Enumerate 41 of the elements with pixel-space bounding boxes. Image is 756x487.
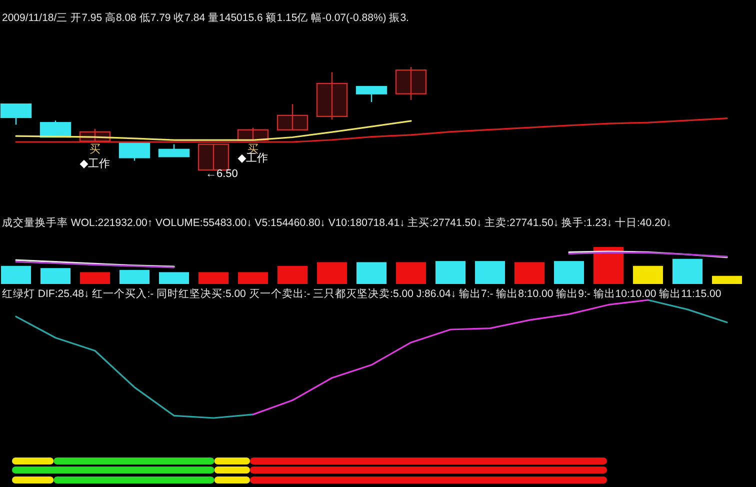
chart-title: 2009/11/18/三 开7.95 高8.08 低7.79 收7.84 量145015.6 额1.15亿 幅-0.07(-0.88%) 振3. [2, 11, 409, 24]
bar [198, 272, 228, 284]
chart-title: 红绿灯 DIF:25.48↓ 红一个买入:- 同时红坚决买:5.00 灭一个卖出:- 三只都灭坚决卖:5.00 J:86.04↓ 输出7:- 输出8:10.00 输出9:- 输出10:10.00 输出11:15.00 [2, 287, 722, 300]
bar [214, 476, 250, 484]
annotation: 买 [90, 143, 100, 156]
bar [12, 476, 54, 484]
annotation: ←6.50 [206, 168, 238, 180]
annotation: 买 [248, 143, 258, 156]
bar [214, 458, 250, 464]
bar [54, 458, 214, 464]
bar [80, 272, 110, 284]
candlestick [316, 72, 348, 120]
annotation: ◆工作 [80, 158, 110, 170]
bar [633, 266, 663, 284]
bar [436, 261, 466, 284]
bar [475, 261, 505, 284]
candlestick [276, 103, 308, 130]
bar [238, 272, 268, 284]
bar [159, 272, 189, 284]
bar [317, 262, 347, 284]
bar [672, 258, 702, 284]
bar [514, 262, 544, 284]
candlestick [395, 66, 427, 101]
bar [54, 476, 214, 484]
chart-title: 成交量换手率 WOL:221932.00↑ VOLUME:55483.00↓ V5:154460.80↓ V10:180718.41↓ 主买:27741.50↓ 主卖:27741.50↓ 换手:1.23↓ 十日:40.20↓ [2, 216, 672, 229]
bar [120, 270, 150, 284]
annotation: ◆工作 [238, 152, 268, 165]
bar [356, 262, 386, 284]
bar [250, 466, 607, 474]
bar [214, 466, 250, 474]
bar [594, 247, 624, 284]
bar [554, 261, 584, 284]
bar [278, 266, 308, 284]
bar [250, 458, 607, 464]
bar [12, 458, 54, 464]
bar [396, 262, 426, 284]
bar [250, 476, 607, 484]
bar [712, 276, 742, 284]
bar [40, 268, 70, 284]
bar [1, 266, 31, 284]
bar [12, 466, 214, 474]
